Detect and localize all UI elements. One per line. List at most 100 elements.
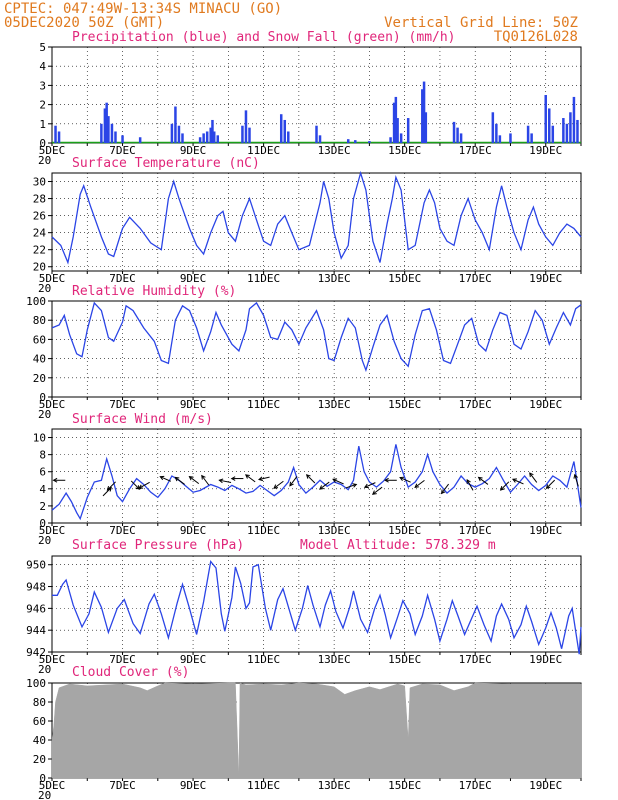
wind-arrow-head: [289, 481, 294, 487]
precip-bar: [452, 121, 456, 143]
precip-bar: [318, 135, 322, 143]
precip-bar: [202, 133, 205, 143]
precip-bar: [110, 123, 114, 143]
wind-arrow-shaft: [441, 483, 450, 494]
wind-arrow-shaft: [546, 479, 556, 489]
precip-bar: [509, 133, 512, 143]
pressure-ytick-label: 946: [26, 602, 46, 615]
header-date: 05DEC2020 50Z (GMT): [4, 15, 164, 31]
wind-arrow-head: [499, 486, 505, 491]
wind-arrow-shaft: [332, 478, 344, 485]
wind-arrow-head: [545, 484, 551, 490]
wind-ytick-label: 6: [39, 466, 46, 479]
cloud-xtick-label: 9DEC: [180, 779, 207, 792]
wind-arrow-head: [135, 485, 141, 490]
wind-arrow-shaft: [138, 481, 150, 489]
cloud-xtick-label: 7DEC: [109, 779, 136, 792]
precip-bar: [107, 116, 110, 143]
header-code: TQ0126L028: [494, 29, 578, 45]
precip-xtick-year-stub: 20: [38, 154, 51, 167]
humidity-ytick-label: 40: [33, 353, 46, 366]
precip-bar: [181, 133, 184, 143]
pressure-xtick-label: 5DEC: [39, 653, 66, 666]
wind-xtick-label: 13DEC: [318, 524, 351, 537]
wind-arrow-shaft: [500, 481, 510, 491]
pressure-xtick-label: 7DEC: [109, 653, 136, 666]
wind-ytick-label: 10: [33, 432, 46, 445]
precip-bar: [248, 127, 251, 143]
cloud-xtick-label: 17DEC: [459, 779, 492, 792]
precip-ytick-label: 2: [39, 99, 46, 112]
precip-bar: [399, 133, 403, 143]
wind-arrow-head: [477, 476, 483, 482]
wind-arrow-head: [258, 476, 264, 482]
wind-arrow-shaft: [289, 476, 298, 487]
temperature-ytick-label: 28: [33, 193, 46, 206]
humidity-xtick-label: 11DEC: [247, 398, 280, 411]
precip-xtick-label: 7DEC: [109, 144, 136, 157]
wind-arrow-shaft: [466, 479, 474, 491]
precip-bar: [544, 95, 547, 143]
wind-arrow-shaft: [529, 472, 538, 483]
wind-arrow-head: [511, 478, 517, 483]
precip-bar: [287, 131, 290, 143]
wind-arrow-shaft: [414, 479, 425, 488]
temperature-frame: [51, 172, 582, 272]
wind-arrow-shaft: [201, 475, 210, 486]
wind-xtick-label: 11DEC: [247, 524, 280, 537]
precip-bar: [57, 131, 61, 143]
temperature-xtick-label: 11DEC: [247, 272, 280, 285]
wind-arrow-head: [466, 478, 471, 484]
wind-arrow-head: [305, 474, 311, 479]
humidity-xtick-label: 5DEC: [39, 398, 66, 411]
cloud-ytick-label: 60: [33, 715, 46, 728]
cloud-ytick-label: 20: [33, 753, 46, 766]
header-station: CPTEC: 047:49W-13:34S MINACU (GO): [4, 1, 282, 17]
precip-bar: [406, 118, 410, 143]
wind-arrow-head: [352, 483, 358, 488]
precip-title: Precipitation (blue) and Snow Fall (gree…: [72, 30, 456, 45]
header-grid-note: Vertical Grid Line: 50Z: [384, 15, 578, 31]
precip-bar: [121, 135, 124, 143]
wind-arrow-shaft: [512, 478, 524, 485]
precip-bar: [526, 125, 530, 143]
temperature-xtick-label: 15DEC: [388, 272, 421, 285]
temperature-ytick-label: 24: [33, 227, 47, 240]
pressure-model-altitude: Model Altitude: 578.329 m: [300, 538, 496, 553]
temperature-ytick-label: 20: [33, 261, 46, 274]
temperature-xtick-label: 17DEC: [459, 272, 492, 285]
temperature-ytick-label: 22: [33, 244, 46, 257]
cloud-xtick-label: 13DEC: [318, 779, 351, 792]
wind-xtick-label: 7DEC: [109, 524, 136, 537]
precip-bar: [530, 133, 533, 143]
cloud-xtick-label: 5DEC: [39, 779, 66, 792]
wind-arrow-head: [573, 473, 578, 479]
wind-xtick-year-stub: 20: [38, 534, 51, 547]
precip-bar: [205, 131, 209, 143]
precip-bar: [241, 125, 244, 143]
wind-arrow-shaft: [478, 477, 489, 485]
panels-layer: 0 1 2 3 4 5 5DEC 7DEC 9DEC 11DEC 13DEC 15DEC 17DEC 19…: [26, 41, 582, 800]
precip-xtick-label: 19DEC: [529, 144, 562, 157]
wind-arrow-head: [371, 490, 377, 495]
precip-bar: [283, 119, 287, 143]
pressure-xtick-label: 13DEC: [318, 653, 351, 666]
pressure-ytick-label: 942: [26, 646, 46, 659]
precip-bar: [424, 112, 428, 143]
wind-series-line: [51, 444, 582, 521]
wind-arrow-shaft: [372, 486, 383, 495]
humidity-xtick-year-stub: 20: [38, 408, 51, 421]
precip-bar: [548, 108, 551, 143]
precip-bar: [422, 81, 426, 143]
humidity-frame: [51, 300, 582, 398]
precip-bar: [279, 114, 283, 143]
precip-bar: [396, 118, 399, 143]
wind-arrow-head: [188, 475, 194, 481]
wind-arrow-shaft: [160, 476, 172, 482]
temperature-ytick-label: 30: [33, 176, 46, 189]
wind-title: Surface Wind (m/s): [72, 412, 213, 427]
pressure-xtick-label: 19DEC: [529, 653, 562, 666]
wind-arrow-head: [273, 484, 279, 489]
precip-bar: [103, 108, 107, 143]
wind-arrow-head: [230, 476, 236, 481]
